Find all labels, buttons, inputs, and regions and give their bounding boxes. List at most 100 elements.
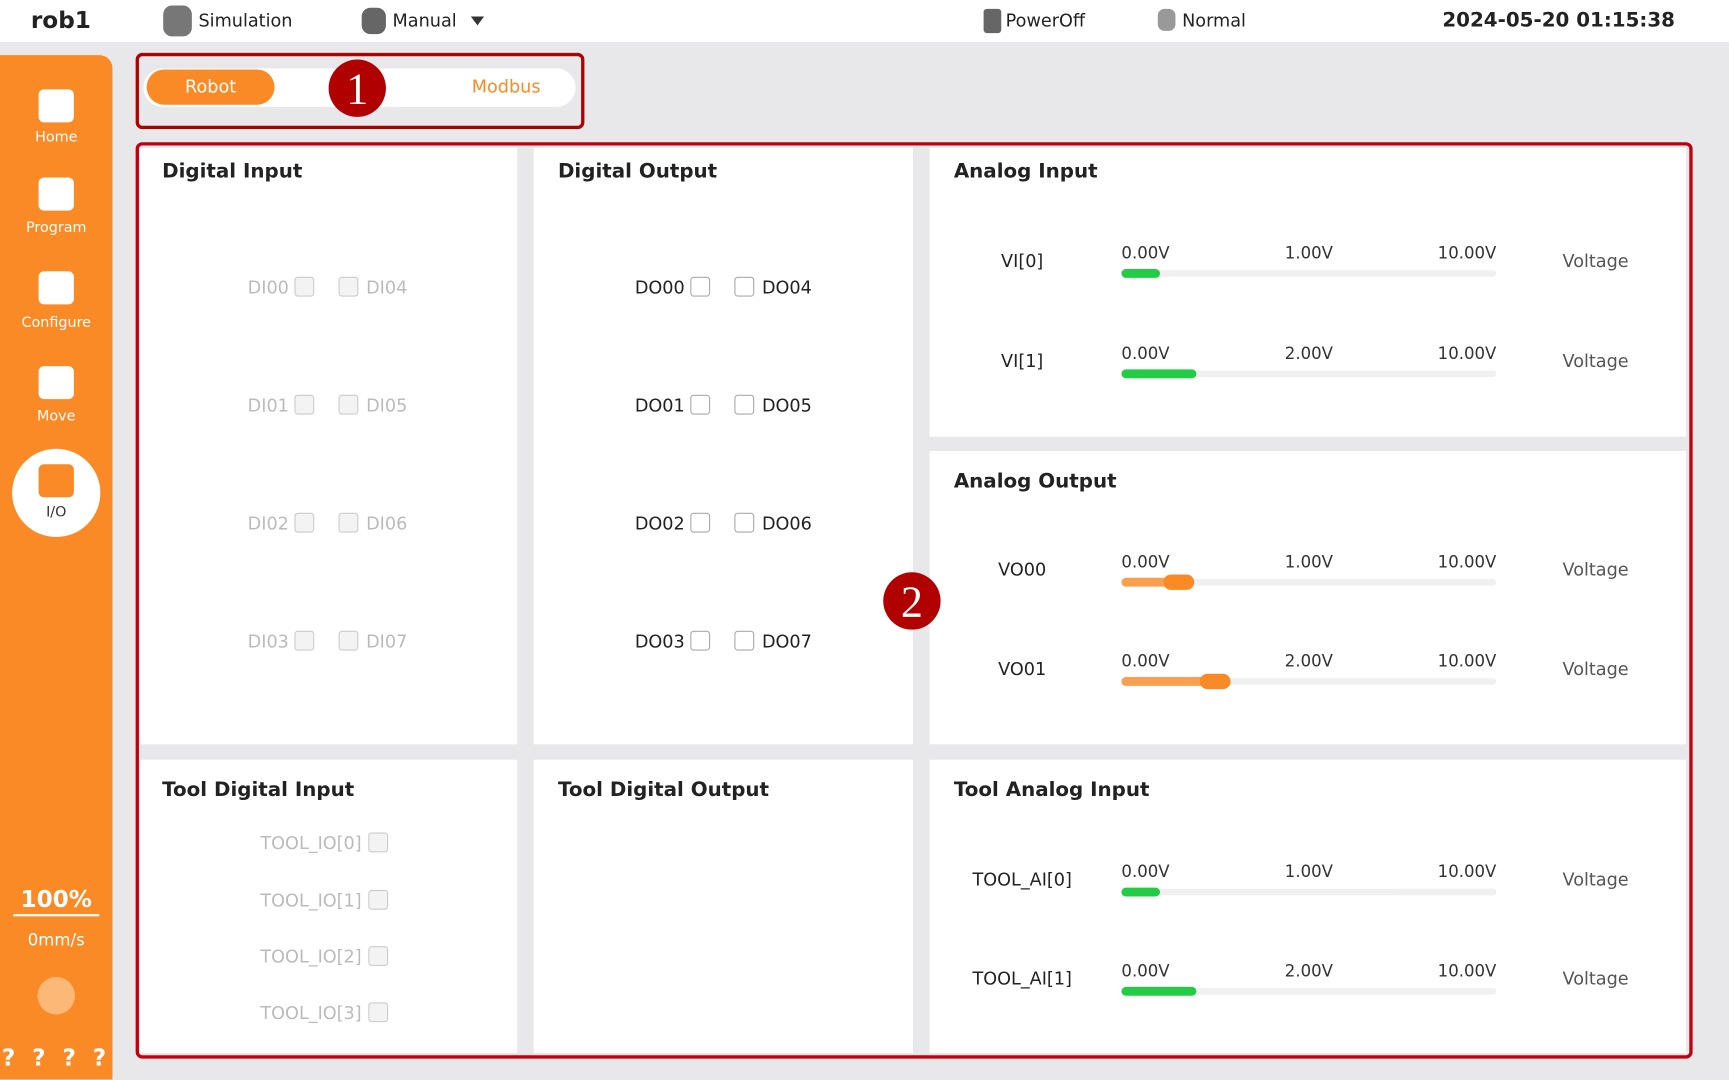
io-label: DI03: [247, 630, 289, 652]
simulation-icon: [163, 5, 192, 37]
tab[interactable]: Modbus: [471, 76, 541, 98]
scale-min: 0.00V: [1121, 861, 1170, 882]
panel-title: Analog Input: [953, 159, 1098, 184]
io-label: DO07: [761, 630, 812, 652]
highlight-main: [135, 142, 1693, 1059]
speed-underline: [13, 914, 100, 917]
slider-fill: [1121, 986, 1197, 996]
slider-handle[interactable]: [1163, 574, 1195, 590]
checkbox[interactable]: [734, 630, 755, 651]
io-label: DO01: [634, 394, 685, 416]
io-label: DO04: [761, 276, 812, 298]
slider-handle[interactable]: [1199, 673, 1231, 690]
channel-label: VI[0]: [1001, 250, 1044, 272]
io-label: DI06: [366, 512, 408, 534]
datetime: 2024-05-20 01:15:38: [1442, 8, 1675, 32]
speed-percent[interactable]: 100%: [20, 886, 93, 913]
nav-item[interactable]: I/O: [46, 504, 67, 522]
help-icons: ? ? ? ?: [1, 1044, 111, 1072]
tab-active[interactable]: [146, 69, 275, 105]
unit-label[interactable]: Voltage: [1562, 658, 1629, 680]
nav-icon: [38, 366, 74, 400]
scale-min: 0.00V: [1121, 651, 1170, 671]
unit-label[interactable]: Voltage: [1562, 350, 1629, 372]
slider-fill: [1121, 887, 1161, 897]
checkbox: [338, 394, 359, 415]
checkbox: [368, 832, 389, 853]
panel-title: Tool Digital Input: [162, 778, 355, 802]
checkbox[interactable]: [690, 276, 711, 297]
highlight-tabs: [135, 52, 585, 130]
panel: [929, 759, 1686, 1054]
checkbox: [338, 630, 359, 651]
scale-value: 1.00V: [1284, 243, 1333, 263]
io-label: DI00: [247, 276, 289, 298]
channel-label: VO00: [998, 559, 1047, 581]
robot-name: rob1: [30, 7, 91, 34]
io-label: DO03: [634, 630, 685, 652]
panel-title: Tool Digital Output: [557, 778, 770, 802]
checkbox[interactable]: [690, 394, 711, 415]
slider-track: [1121, 578, 1497, 586]
unit-label[interactable]: Voltage: [1562, 868, 1629, 890]
nav-item[interactable]: Configure: [21, 314, 91, 332]
tab[interactable]: Robot: [185, 76, 237, 98]
power-status: PowerOff: [1005, 9, 1086, 31]
slider-fill: [1121, 369, 1197, 379]
nav-item[interactable]: Program: [25, 219, 87, 237]
io-label: DI04: [366, 276, 408, 298]
slider-track: [1121, 370, 1497, 378]
scale-min: 0.00V: [1121, 343, 1170, 364]
io-label: DI05: [366, 394, 408, 416]
panel-title: Tool Analog Input: [953, 778, 1150, 802]
hand-icon: [361, 7, 386, 35]
control-mode[interactable]: Manual: [392, 9, 457, 31]
unit-label[interactable]: Voltage: [1562, 250, 1629, 272]
io-label: DO06: [761, 512, 812, 534]
slider-fill: [1121, 269, 1161, 278]
speed-value: 0mm/s: [27, 930, 85, 950]
slider-track: [1121, 888, 1497, 896]
nav-icon: [38, 89, 74, 123]
panel-title: Digital Output: [557, 159, 718, 184]
nav-item[interactable]: Home: [35, 129, 78, 147]
panel: [533, 759, 914, 1054]
nav-item[interactable]: Move: [37, 408, 76, 426]
checkbox: [368, 946, 389, 966]
slider-fill: [1121, 677, 1213, 686]
channel-label: VI[1]: [1001, 350, 1044, 372]
checkbox: [294, 276, 315, 297]
nav-icon: [38, 464, 74, 498]
scale-value: 1.00V: [1284, 551, 1333, 572]
play-button[interactable]: [37, 976, 75, 1015]
io-label: DI02: [247, 512, 289, 534]
io-label: DI07: [366, 630, 408, 652]
annotation-marker: 1: [328, 59, 386, 117]
panel-title: Digital Input: [162, 159, 303, 184]
slider-track: [1121, 678, 1497, 685]
checkbox[interactable]: [734, 276, 755, 297]
io-label: TOOL_IO[1]: [260, 889, 362, 911]
checkbox[interactable]: [690, 630, 711, 651]
checkbox[interactable]: [734, 394, 755, 415]
nav-icon: [38, 271, 74, 305]
nav-icon: [38, 177, 74, 211]
scale-value: 2.00V: [1284, 960, 1333, 981]
scale-max: 10.00V: [1437, 861, 1497, 882]
checkbox[interactable]: [734, 512, 755, 533]
io-label: DI01: [247, 394, 289, 416]
dropdown-arrow[interactable]: [470, 16, 485, 26]
io-label: TOOL_IO[3]: [260, 1002, 362, 1024]
io-label: TOOL_IO[2]: [260, 946, 362, 968]
panel: [140, 759, 518, 1054]
annotation-marker: 2: [883, 572, 941, 630]
channel-label: TOOL_AI[0]: [972, 868, 1072, 890]
scale-max: 10.00V: [1437, 960, 1497, 981]
panel-title: Analog Output: [953, 469, 1117, 493]
checkbox[interactable]: [690, 512, 711, 533]
unit-label[interactable]: Voltage: [1562, 968, 1629, 990]
io-label: DO00: [634, 276, 685, 298]
unit-label[interactable]: Voltage: [1562, 559, 1629, 581]
